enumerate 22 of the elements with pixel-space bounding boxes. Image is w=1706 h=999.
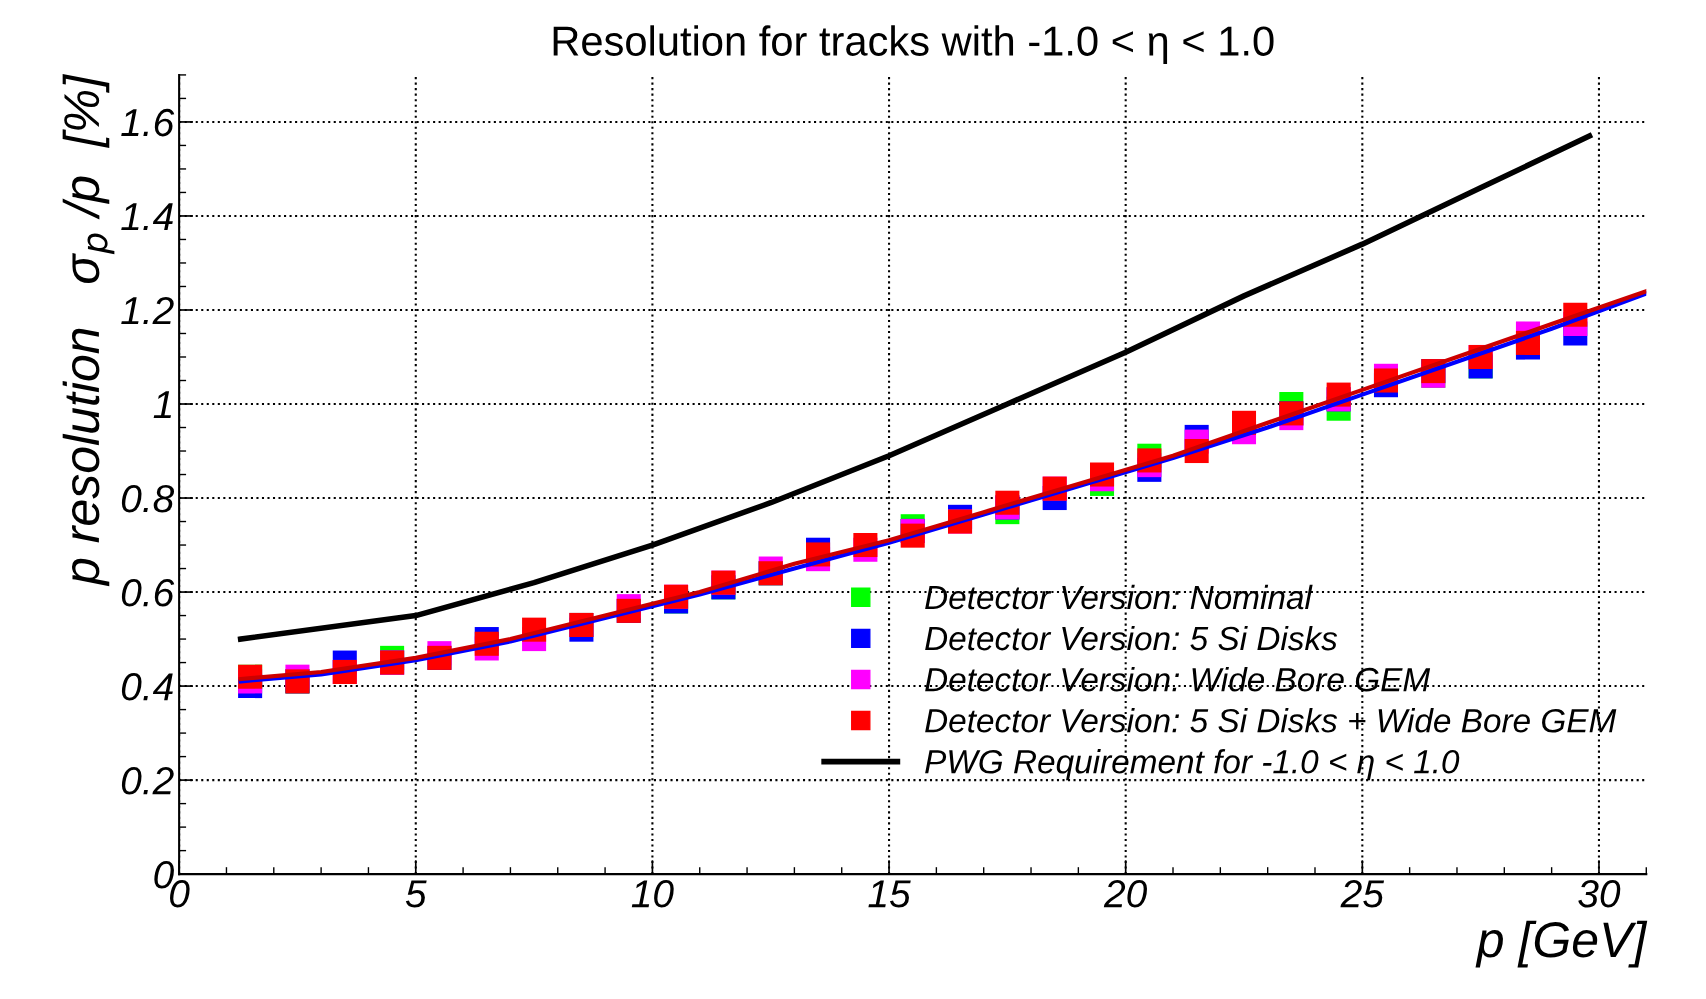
legend-label: Detector Version: Wide Bore GEM bbox=[925, 666, 1431, 692]
x-tick-label: 5 bbox=[405, 880, 427, 908]
y-tick-label: 0.2 bbox=[121, 767, 174, 795]
legend-label: Detector Version: Nominal bbox=[925, 584, 1313, 610]
y-tick-label: 0.6 bbox=[121, 578, 175, 607]
y-tick-label: 1 bbox=[153, 391, 171, 419]
legend-label: PWG Requirement for -1.0 < η < 1.0 bbox=[925, 749, 1460, 781]
y-tick-label: 1.4 bbox=[121, 203, 173, 231]
x-tick-label: 20 bbox=[1103, 880, 1147, 908]
x-tick-label: 25 bbox=[1340, 880, 1385, 908]
legend-label: Detector Version: 5 Si Disks + Wide Bore GEM bbox=[925, 708, 1617, 733]
x-tick-label: 30 bbox=[1578, 880, 1621, 908]
x-tick-label: 15 bbox=[868, 880, 911, 908]
chart-title: Resolution for tracks with -1.0 < η < 1.0 bbox=[553, 25, 1274, 65]
x-axis-title: p [GeV] bbox=[1475, 920, 1648, 968]
y-tick-label: 1.6 bbox=[121, 108, 175, 137]
y-tick-label: 0.4 bbox=[121, 673, 173, 701]
y-tick-label: 0.8 bbox=[121, 484, 175, 513]
y-axis-title: p resolution σ$_{p}$ /p [%] bbox=[62, 73, 115, 587]
y-tick-label: 1.2 bbox=[121, 296, 174, 325]
legend-label: Detector Version: 5 Si Disks bbox=[925, 625, 1338, 651]
x-tick-label: 10 bbox=[631, 880, 674, 908]
